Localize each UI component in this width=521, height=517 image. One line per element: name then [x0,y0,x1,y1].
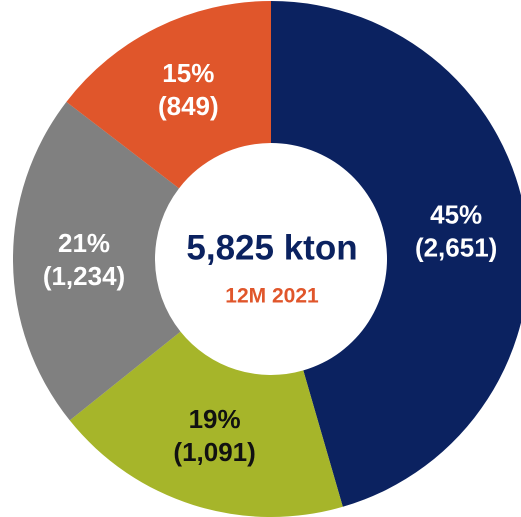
percent-label: 15% [162,58,214,88]
value-label: (1,234) [43,261,125,291]
donut-slice [12,101,181,421]
donut-slice [271,1,521,507]
donut-slice [66,1,271,189]
percent-label: 45% [430,200,482,230]
percent-label: 19% [189,404,241,434]
center-label: 5,825 kton [186,228,357,267]
value-label: (849) [158,91,219,121]
value-label: (1,091) [173,437,255,467]
donut-slice [69,331,343,517]
value-label: (2,651) [415,233,497,263]
percent-label: 21% [58,228,110,258]
subtitle: 12M 2021 [225,285,319,308]
